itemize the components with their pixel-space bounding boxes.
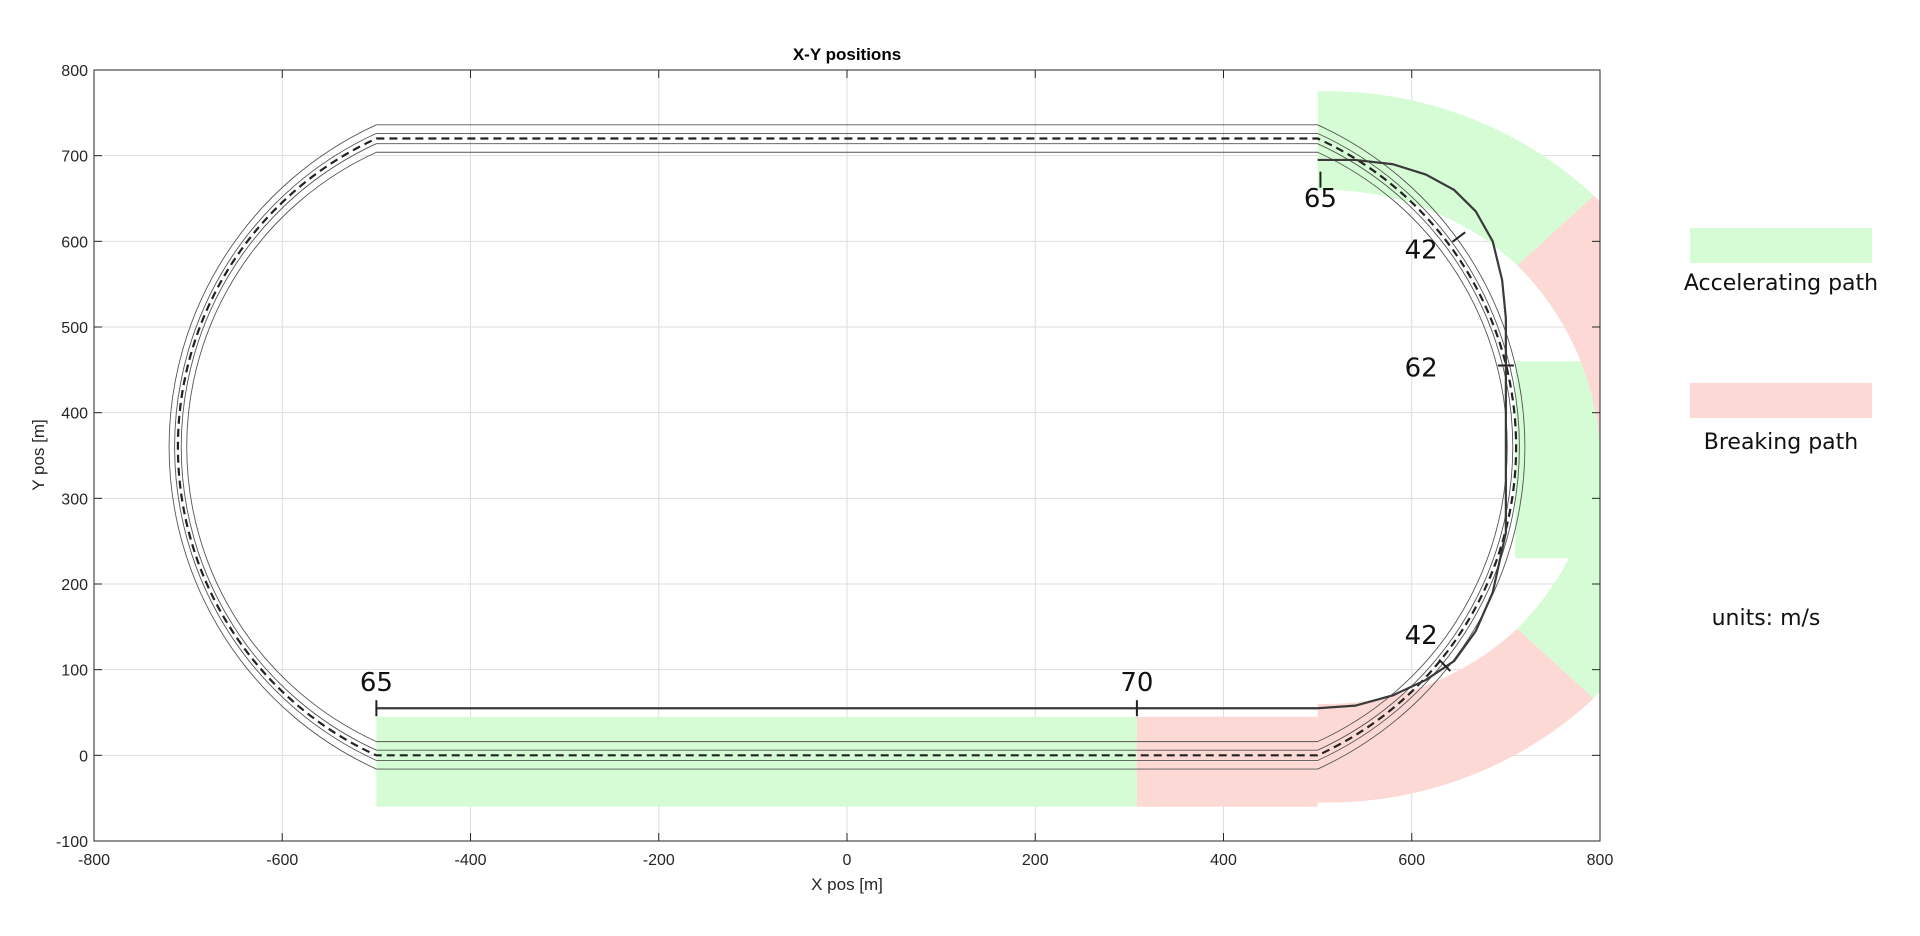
breaking-region [1317, 628, 1594, 803]
path-regions [376, 91, 1600, 807]
speed-label: 42 [1405, 621, 1438, 651]
accelerating-region [1515, 361, 1600, 559]
speed-label: 62 [1405, 354, 1438, 384]
track-boundary [180, 143, 1514, 751]
track-boundary [174, 132, 1520, 761]
grid [93, 69, 1601, 842]
x-axis-label: X pos [m] [811, 875, 883, 894]
track-outline [168, 124, 1526, 770]
units-note: units: m/s [1712, 606, 1821, 631]
legend-label-accelerating: Accelerating path [1684, 271, 1878, 296]
x-tick-label: 800 [1587, 852, 1614, 869]
speed-annotations: 65 70 42 62 42 65 [360, 171, 1514, 717]
chart-title: X-Y positions [793, 45, 901, 64]
legend-label-breaking: Breaking path [1704, 430, 1858, 455]
y-tick-label: -100 [56, 834, 88, 851]
speed-profile [376, 158, 1507, 710]
y-tick-label: 500 [61, 320, 88, 337]
x-tick-label: -800 [78, 852, 110, 869]
accelerating-region [1517, 446, 1600, 699]
track-centerline [176, 137, 1518, 757]
speed-marker [1438, 658, 1452, 672]
track-boundary [186, 151, 1508, 743]
speed-label: 42 [1405, 235, 1438, 265]
y-tick-label: 0 [79, 748, 88, 765]
y-tick-label: 100 [61, 663, 88, 680]
speed-marker [1451, 231, 1466, 243]
x-tick-label: -400 [454, 852, 486, 869]
accelerating-region [1317, 91, 1594, 266]
x-tick-label: -600 [266, 852, 298, 869]
legend: Accelerating path Breaking path units: m… [1684, 228, 1878, 631]
x-tick-label: -200 [643, 852, 675, 869]
y-tick-label: 600 [61, 234, 88, 251]
accelerating-region [376, 716, 1137, 807]
y-tick-label: 400 [61, 406, 88, 423]
speed-label: 70 [1120, 668, 1153, 698]
x-tick-label: 200 [1022, 852, 1049, 869]
breaking-region [1136, 716, 1318, 807]
axis-ticks: -800 -600 -400 -200 0 200 400 600 800 -100 0 100 200… [56, 63, 1613, 869]
speed-label: 65 [1304, 184, 1337, 214]
y-tick-label: 300 [61, 491, 88, 508]
y-tick-label: 700 [61, 149, 88, 166]
y-axis-label: Y pos [m] [29, 419, 48, 491]
y-tick-label: 200 [61, 577, 88, 594]
speed-profile-line [376, 158, 1507, 710]
x-tick-label: 0 [843, 852, 852, 869]
track-boundary [168, 124, 1526, 770]
speed-label: 65 [360, 668, 393, 698]
y-tick-label: 800 [61, 63, 88, 80]
legend-swatch-breaking [1690, 383, 1872, 418]
x-tick-label: 400 [1210, 852, 1237, 869]
breaking-region [1517, 195, 1600, 447]
x-tick-label: 600 [1398, 852, 1425, 869]
legend-swatch-accelerating [1690, 228, 1872, 263]
